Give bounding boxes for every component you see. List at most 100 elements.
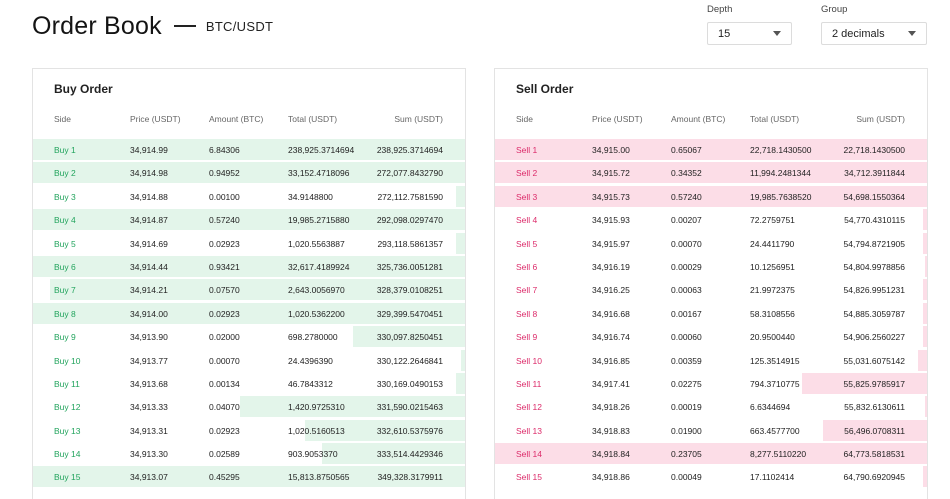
sum-cell: 292,098.0297470 (376, 215, 443, 226)
sum-cell: 54,804.9978856 (843, 261, 905, 272)
buy-order-row[interactable]: Buy 4 34,914.87 0.57240 19,985.2715880 292,0… (33, 208, 465, 231)
sum-cell: 331,590.0215463 (376, 402, 443, 413)
sell-depth-bar (922, 466, 927, 488)
buy-depth-bar (33, 302, 465, 324)
sell-order-row[interactable]: Sell 4 34,915.93 0.00207 72.2759751 54,770.4… (495, 208, 927, 231)
buy-order-row[interactable]: Buy 13 34,913.31 0.02923 1,020.5160513 332,6… (33, 419, 465, 442)
column-header-sum: Sum (USDT) (394, 114, 443, 124)
sell-order-row[interactable]: Sell 11 34,917.41 0.02275 794.3710775 55,825… (495, 372, 927, 395)
total-cell: 698.2780000 (288, 332, 338, 343)
price-cell: 34,915.93 (592, 215, 630, 226)
sell-depth-bar (823, 419, 927, 441)
buy-depth-bar (50, 279, 465, 301)
sell-order-row[interactable]: Sell 3 34,915.73 0.57240 19,985.7638520 54,6… (495, 185, 927, 208)
sell-order-row[interactable]: Sell 15 34,918.86 0.00049 17.1102414 64,790.… (495, 465, 927, 488)
buy-order-row[interactable]: Buy 6 34,914.44 0.93421 32,617.4189924 325,7… (33, 255, 465, 278)
buy-order-row[interactable]: Buy 11 34,913.68 0.00134 46.7843312 330,169.… (33, 372, 465, 395)
side-label: Buy 2 (54, 168, 76, 179)
sum-cell: 54,906.2560227 (843, 332, 905, 343)
buy-order-row[interactable]: Buy 12 34,913.33 0.04070 1,420.9725310 331,5… (33, 395, 465, 418)
trading-pair-label: BTC/USDT (205, 18, 274, 34)
side-label: Buy 3 (54, 191, 76, 202)
column-header-side: Side (54, 114, 72, 124)
total-cell: 15,813.8750565 (288, 472, 350, 483)
price-cell: 34,914.21 (130, 285, 168, 296)
sell-order-row[interactable]: Sell 2 34,915.72 0.34352 11,994.2481344 34,7… (495, 161, 927, 184)
sum-cell: 22,718.1430500 (843, 145, 905, 155)
price-cell: 34,918.86 (592, 472, 630, 483)
total-cell: 238,925.3714694 (288, 145, 355, 155)
total-cell: 58.3108556 (750, 308, 795, 319)
sell-order-row[interactable]: Sell 1 34,915.00 0.65067 22,718.1430500 22,7… (495, 138, 927, 161)
price-cell: 34,914.88 (130, 191, 168, 202)
buy-order-row[interactable]: Buy 5 34,914.69 0.02923 1,020.5563887 293,11… (33, 232, 465, 255)
amount-cell: 0.57240 (671, 191, 702, 202)
amount-cell: 0.00359 (671, 355, 702, 366)
side-label: Sell 1 (516, 145, 538, 155)
price-cell: 34,918.83 (592, 425, 630, 436)
sell-depth-bar (495, 162, 927, 184)
sell-order-row[interactable]: Sell 10 34,916.85 0.00359 125.3514915 55,031… (495, 349, 927, 372)
buy-order-row[interactable]: Buy 10 34,913.77 0.00070 24.4396390 330,122.… (33, 349, 465, 372)
buy-depth-bar (352, 326, 465, 348)
total-cell: 11,994.2481344 (750, 168, 811, 179)
buy-order-panel: Buy Order Side Price (USDT) Amount (BTC)… (32, 68, 466, 499)
total-cell: 19,985.2715880 (288, 215, 350, 226)
sum-cell: 55,031.6075142 (843, 355, 905, 366)
total-cell: 17.1102414 (750, 472, 795, 483)
sell-order-row[interactable]: Sell 13 34,918.83 0.01900 663.4577700 56,496… (495, 419, 927, 442)
amount-cell: 0.93421 (209, 261, 240, 272)
depth-label: Depth (707, 4, 733, 15)
side-label: Buy 12 (54, 402, 81, 413)
buy-order-row[interactable]: Buy 14 34,913.30 0.02589 903.9053370 333,514… (33, 442, 465, 465)
price-cell: 34,914.98 (130, 168, 168, 179)
group-select[interactable]: 2 decimals (821, 22, 927, 45)
depth-select[interactable]: 15 (707, 22, 792, 45)
side-label: Buy 11 (54, 378, 80, 389)
total-cell: 794.3710775 (750, 378, 800, 389)
side-label: Buy 8 (54, 308, 76, 319)
side-label: Sell 8 (516, 308, 538, 319)
price-cell: 34,913.07 (130, 472, 168, 483)
price-cell: 34,914.69 (130, 238, 168, 249)
buy-order-row[interactable]: Buy 15 34,913.07 0.45295 15,813.8750565 349,… (33, 465, 465, 488)
buy-order-row[interactable]: Buy 3 34,914.88 0.00100 34.9148800 272,112.7… (33, 185, 465, 208)
sell-order-row[interactable]: Sell 5 34,915.97 0.00070 24.4411790 54,794.8… (495, 232, 927, 255)
sum-cell: 54,826.9951231 (843, 285, 905, 296)
amount-cell: 0.00029 (671, 261, 702, 272)
total-cell: 1,020.5563887 (288, 238, 345, 249)
sum-cell: 272,077.8432790 (376, 168, 443, 179)
side-label: Buy 14 (54, 449, 81, 460)
total-cell: 8,277.5110220 (750, 449, 807, 460)
sum-cell: 330,169.0490153 (376, 378, 443, 389)
sell-depth-bar (495, 443, 927, 465)
side-label: Sell 10 (516, 355, 542, 366)
total-cell: 21.9972375 (750, 285, 795, 296)
total-cell: 46.7843312 (288, 378, 333, 389)
sell-order-row[interactable]: Sell 8 34,916.68 0.00167 58.3108556 54,885.3… (495, 302, 927, 325)
total-cell: 24.4396390 (288, 355, 333, 366)
buy-order-row[interactable]: Buy 9 34,913.90 0.02000 698.2780000 330,097.… (33, 325, 465, 348)
side-label: Buy 7 (54, 285, 76, 296)
sell-order-row[interactable]: Sell 6 34,916.19 0.00029 10.1256951 54,804.9… (495, 255, 927, 278)
side-label: Sell 11 (516, 378, 542, 389)
total-cell: 1,420.9725310 (288, 402, 345, 413)
sell-order-row[interactable]: Sell 9 34,916.74 0.00060 20.9500440 54,906.2… (495, 325, 927, 348)
buy-order-row[interactable]: Buy 8 34,914.00 0.02923 1,020.5362200 329,39… (33, 302, 465, 325)
buy-order-row[interactable]: Buy 7 34,914.21 0.07570 2,643.0056970 328,37… (33, 278, 465, 301)
sell-depth-bar (495, 139, 927, 160)
side-label: Buy 15 (54, 472, 81, 483)
column-header-sum: Sum (USDT) (856, 114, 905, 124)
price-cell: 34,913.33 (130, 402, 168, 413)
buy-order-row[interactable]: Buy 2 34,914.98 0.94952 33,152.4718096 272,0… (33, 161, 465, 184)
side-label: Buy 10 (54, 355, 81, 366)
sell-order-row[interactable]: Sell 12 34,918.26 0.00019 6.6344694 55,832.6… (495, 395, 927, 418)
buy-order-row[interactable]: Buy 1 34,914.99 6.84306 238,925.3714694 238,… (33, 138, 465, 161)
sum-cell: 332,610.5375976 (376, 425, 443, 436)
sell-column-headers: Side Price (USDT) Amount (BTC) Total (US… (495, 114, 927, 126)
sell-order-row[interactable]: Sell 7 34,916.25 0.00063 21.9972375 54,826.9… (495, 278, 927, 301)
chevron-down-icon (908, 31, 916, 36)
sell-order-row[interactable]: Sell 14 34,918.84 0.23705 8,277.5110220 64,7… (495, 442, 927, 465)
price-cell: 34,914.99 (130, 145, 168, 155)
sum-cell: 325,736.0051281 (376, 261, 443, 272)
